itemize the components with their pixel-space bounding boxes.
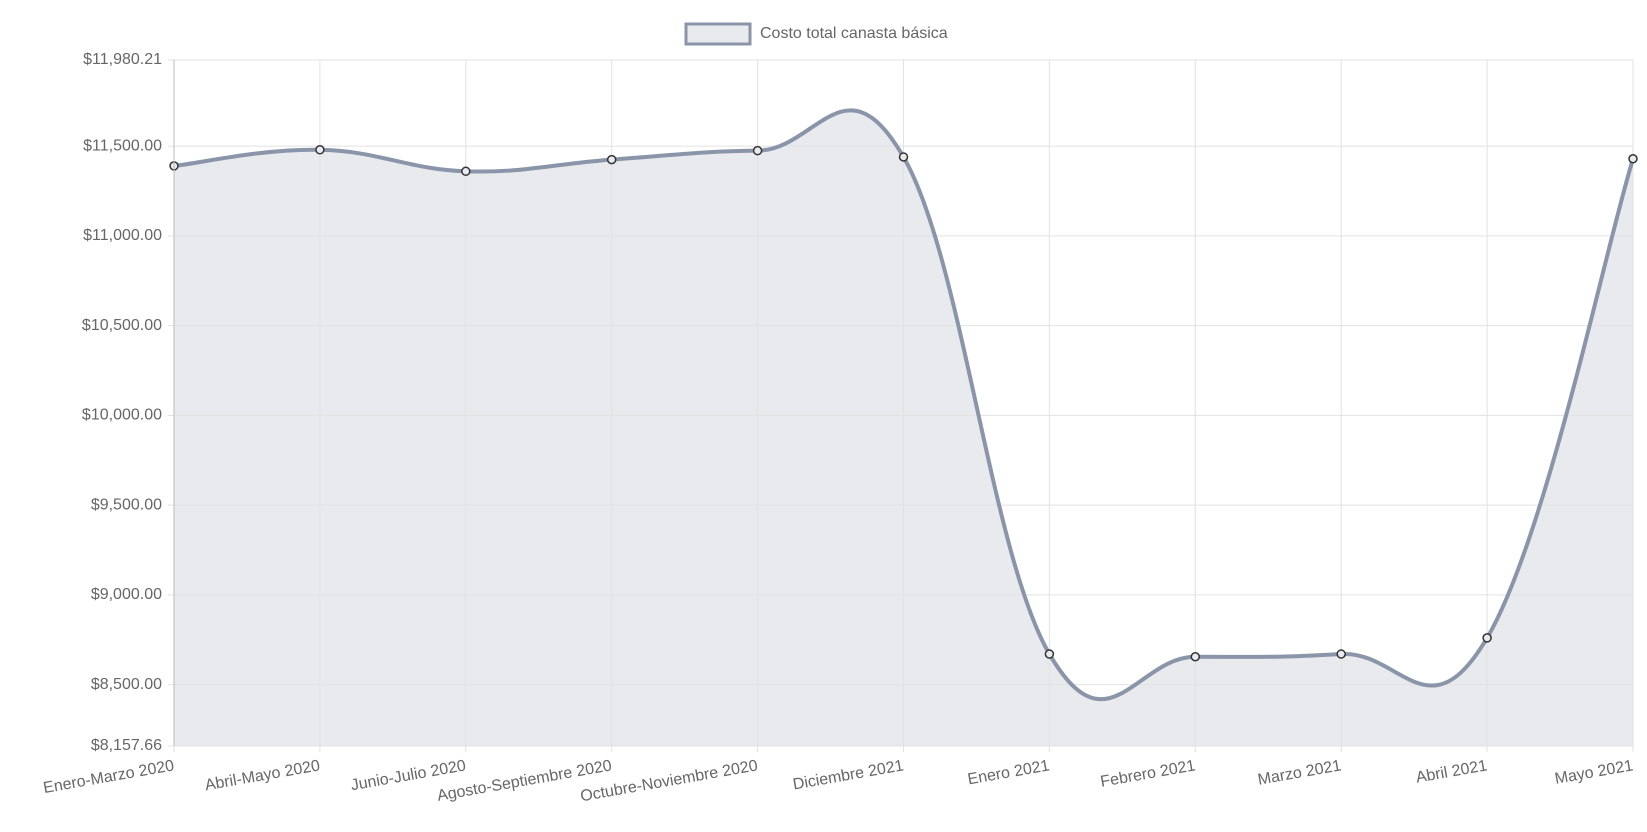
point <box>606 154 617 165</box>
x-tick-label: Marzo 2021 <box>1256 757 1342 788</box>
x-tick-label: Febrero 2021 <box>1099 757 1197 790</box>
x-tick-label: Enero 2021 <box>966 757 1051 788</box>
point <box>1336 649 1346 659</box>
point <box>898 152 909 162</box>
point <box>1482 633 1492 643</box>
x-tick-label: Abril 2021 <box>1415 757 1489 786</box>
x-tick-label: Enero-Marzo 2020 <box>42 757 176 797</box>
point <box>461 166 471 177</box>
y-tick-label: $8,500.00 <box>91 676 162 693</box>
y-tick-label: $9,500.00 <box>91 496 162 513</box>
legend-swatch <box>684 22 752 46</box>
x-tick-label: Abril-Mayo 2020 <box>204 757 322 794</box>
point <box>752 145 763 156</box>
x-tick-label: Mayo 2021 <box>1554 757 1635 788</box>
y-tick-label: $11,000.00 <box>83 227 162 244</box>
point <box>1190 651 1201 662</box>
y-tick-label: $11,980.21 <box>83 51 162 68</box>
point <box>1628 153 1638 164</box>
y-tick-label: $8,157.66 <box>91 737 162 754</box>
y-tick-label: $9,000.00 <box>91 586 162 603</box>
point <box>1044 649 1055 659</box>
point <box>315 145 325 155</box>
y-tick-label: $11,500.00 <box>83 137 162 154</box>
x-tick-label: Diciembre 2021 <box>792 757 905 793</box>
y-tick-label: $10,000.00 <box>82 407 162 424</box>
legend-label: Costo total canasta básica <box>760 25 948 42</box>
y-tick-label: $10,500.00 <box>82 317 162 334</box>
